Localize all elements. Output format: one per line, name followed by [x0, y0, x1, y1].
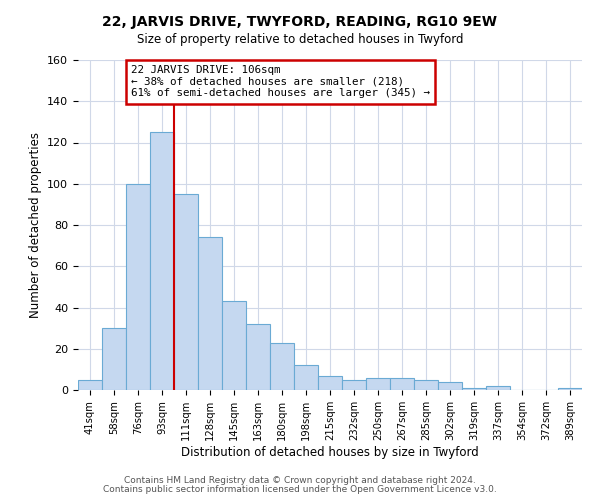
Bar: [558, 388, 582, 390]
Bar: [462, 388, 486, 390]
Bar: [318, 376, 342, 390]
Bar: [198, 238, 222, 390]
Bar: [486, 386, 510, 390]
Text: Size of property relative to detached houses in Twyford: Size of property relative to detached ho…: [137, 32, 463, 46]
Bar: [438, 382, 462, 390]
Bar: [102, 328, 126, 390]
Bar: [270, 342, 294, 390]
Text: 22, JARVIS DRIVE, TWYFORD, READING, RG10 9EW: 22, JARVIS DRIVE, TWYFORD, READING, RG10…: [103, 15, 497, 29]
Bar: [78, 380, 102, 390]
Bar: [174, 194, 198, 390]
Bar: [246, 324, 270, 390]
Bar: [126, 184, 150, 390]
Bar: [294, 365, 318, 390]
Bar: [414, 380, 438, 390]
Bar: [342, 380, 366, 390]
Text: 22 JARVIS DRIVE: 106sqm
← 38% of detached houses are smaller (218)
61% of semi-d: 22 JARVIS DRIVE: 106sqm ← 38% of detache…: [131, 65, 430, 98]
Bar: [222, 302, 246, 390]
Bar: [366, 378, 390, 390]
Y-axis label: Number of detached properties: Number of detached properties: [29, 132, 41, 318]
X-axis label: Distribution of detached houses by size in Twyford: Distribution of detached houses by size …: [181, 446, 479, 458]
Bar: [390, 378, 414, 390]
Text: Contains HM Land Registry data © Crown copyright and database right 2024.: Contains HM Land Registry data © Crown c…: [124, 476, 476, 485]
Text: Contains public sector information licensed under the Open Government Licence v3: Contains public sector information licen…: [103, 485, 497, 494]
Bar: [150, 132, 174, 390]
